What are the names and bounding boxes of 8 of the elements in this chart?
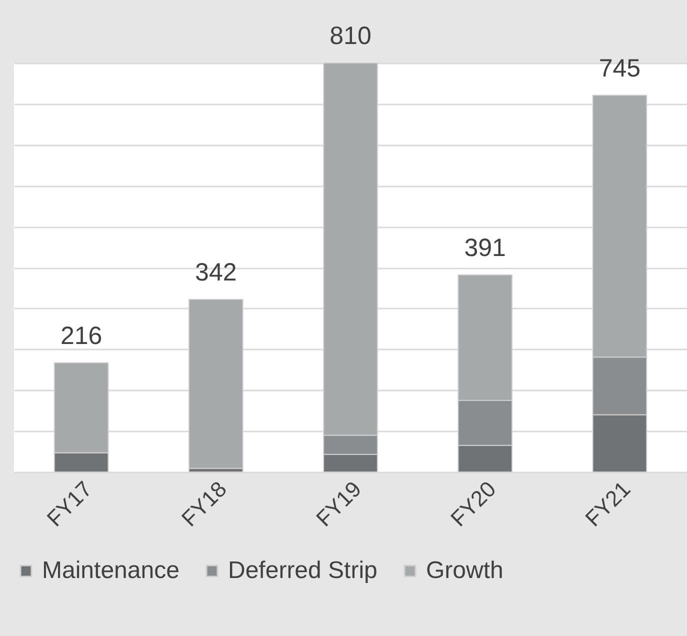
annotation: 745 bbox=[598, 54, 641, 82]
legend-label: Growth bbox=[426, 557, 504, 584]
annotation: 342 bbox=[195, 258, 237, 286]
annotation: 391 bbox=[464, 234, 506, 262]
annotation: 810 bbox=[330, 22, 372, 50]
annotation: 216 bbox=[60, 322, 102, 350]
legend-label: Maintenance bbox=[42, 557, 180, 584]
legend-label: Deferred Strip bbox=[228, 557, 378, 584]
